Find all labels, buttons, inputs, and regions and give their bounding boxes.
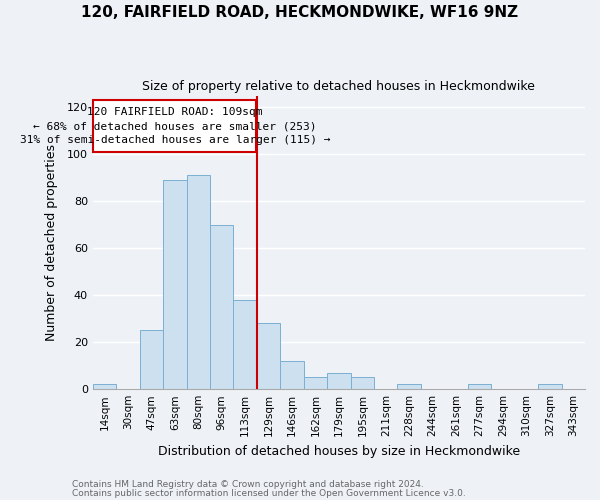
- Text: ← 68% of detached houses are smaller (253): ← 68% of detached houses are smaller (25…: [33, 122, 317, 132]
- Bar: [280, 361, 304, 389]
- Bar: [187, 176, 210, 389]
- Bar: [93, 384, 116, 389]
- Bar: [327, 372, 350, 389]
- Bar: [140, 330, 163, 389]
- Bar: [93, 100, 256, 152]
- Bar: [304, 378, 327, 389]
- Bar: [538, 384, 562, 389]
- Bar: [468, 384, 491, 389]
- Y-axis label: Number of detached properties: Number of detached properties: [46, 144, 58, 341]
- Bar: [257, 324, 280, 389]
- Title: Size of property relative to detached houses in Heckmondwike: Size of property relative to detached ho…: [142, 80, 535, 93]
- X-axis label: Distribution of detached houses by size in Heckmondwike: Distribution of detached houses by size …: [158, 444, 520, 458]
- Text: 120 FAIRFIELD ROAD: 109sqm: 120 FAIRFIELD ROAD: 109sqm: [87, 108, 263, 118]
- Text: 120, FAIRFIELD ROAD, HECKMONDWIKE, WF16 9NZ: 120, FAIRFIELD ROAD, HECKMONDWIKE, WF16 …: [82, 5, 518, 20]
- Bar: [163, 180, 187, 389]
- Bar: [397, 384, 421, 389]
- Bar: [233, 300, 257, 389]
- Bar: [350, 378, 374, 389]
- Text: 31% of semi-detached houses are larger (115) →: 31% of semi-detached houses are larger (…: [20, 136, 330, 145]
- Bar: [210, 225, 233, 389]
- Text: Contains HM Land Registry data © Crown copyright and database right 2024.: Contains HM Land Registry data © Crown c…: [72, 480, 424, 489]
- Text: Contains public sector information licensed under the Open Government Licence v3: Contains public sector information licen…: [72, 488, 466, 498]
